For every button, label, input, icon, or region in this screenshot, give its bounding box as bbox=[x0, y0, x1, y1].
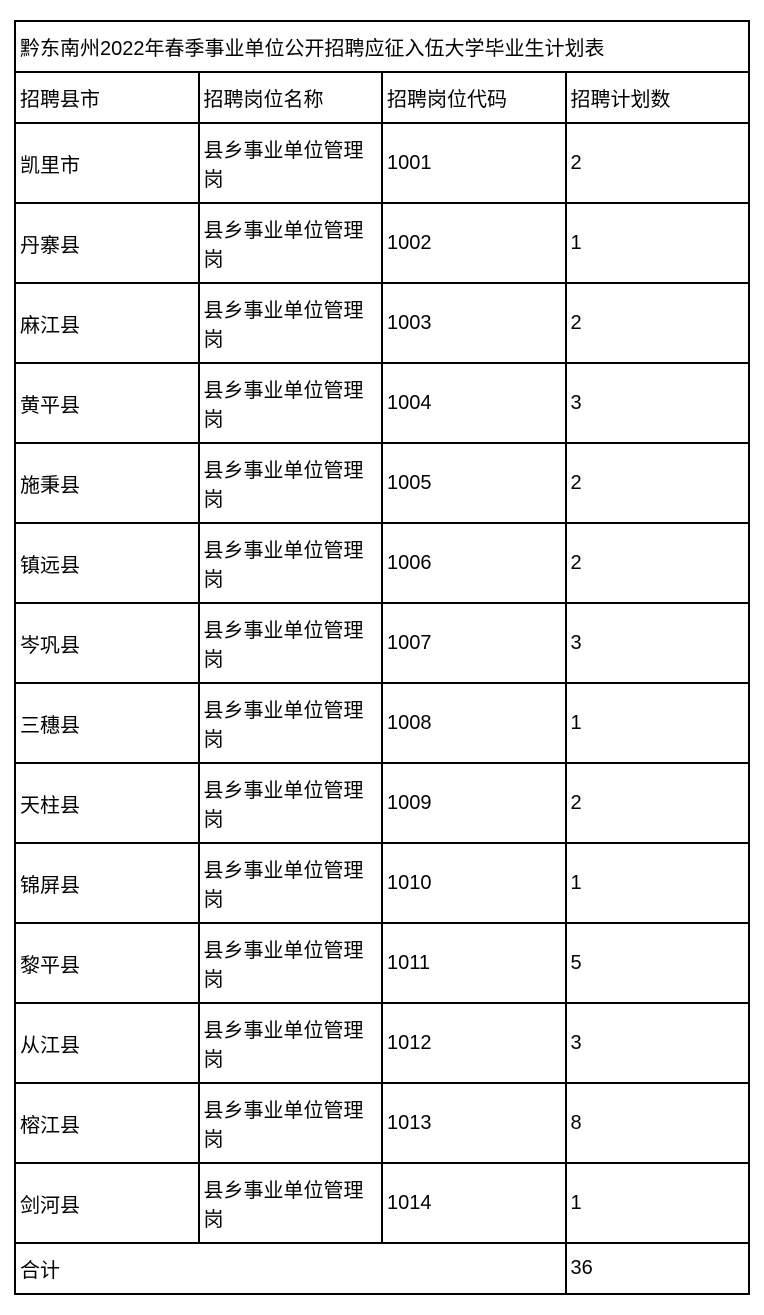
cell-code: 1002 bbox=[382, 203, 566, 283]
cell-count: 1 bbox=[566, 843, 750, 923]
table-total-row: 合计 36 bbox=[15, 1243, 749, 1294]
table-row: 锦屏县 县乡事业单位管理岗 1010 1 bbox=[15, 843, 749, 923]
cell-position: 县乡事业单位管理岗 bbox=[199, 443, 383, 523]
cell-position: 县乡事业单位管理岗 bbox=[199, 763, 383, 843]
cell-position: 县乡事业单位管理岗 bbox=[199, 203, 383, 283]
cell-county: 榕江县 bbox=[15, 1083, 199, 1163]
recruitment-table: 黔东南州2022年春季事业单位公开招聘应征入伍大学毕业生计划表 招聘县市 招聘岗… bbox=[14, 20, 750, 1295]
cell-code: 1012 bbox=[382, 1003, 566, 1083]
cell-position: 县乡事业单位管理岗 bbox=[199, 523, 383, 603]
cell-code: 1011 bbox=[382, 923, 566, 1003]
total-value: 36 bbox=[566, 1243, 750, 1294]
table-row: 从江县 县乡事业单位管理岗 1012 3 bbox=[15, 1003, 749, 1083]
header-position: 招聘岗位名称 bbox=[199, 72, 383, 123]
cell-county: 施秉县 bbox=[15, 443, 199, 523]
cell-count: 3 bbox=[566, 1003, 750, 1083]
cell-county: 黄平县 bbox=[15, 363, 199, 443]
table-title: 黔东南州2022年春季事业单位公开招聘应征入伍大学毕业生计划表 bbox=[15, 21, 749, 72]
cell-code: 1007 bbox=[382, 603, 566, 683]
cell-code: 1005 bbox=[382, 443, 566, 523]
cell-county: 岑巩县 bbox=[15, 603, 199, 683]
cell-count: 8 bbox=[566, 1083, 750, 1163]
cell-county: 三穗县 bbox=[15, 683, 199, 763]
cell-count: 5 bbox=[566, 923, 750, 1003]
cell-code: 1003 bbox=[382, 283, 566, 363]
header-code: 招聘岗位代码 bbox=[382, 72, 566, 123]
cell-position: 县乡事业单位管理岗 bbox=[199, 1083, 383, 1163]
table-row: 黄平县 县乡事业单位管理岗 1004 3 bbox=[15, 363, 749, 443]
cell-count: 1 bbox=[566, 1163, 750, 1243]
header-county: 招聘县市 bbox=[15, 72, 199, 123]
cell-count: 2 bbox=[566, 763, 750, 843]
cell-county: 凯里市 bbox=[15, 123, 199, 203]
cell-count: 3 bbox=[566, 603, 750, 683]
cell-count: 3 bbox=[566, 363, 750, 443]
cell-position: 县乡事业单位管理岗 bbox=[199, 923, 383, 1003]
cell-code: 1014 bbox=[382, 1163, 566, 1243]
cell-position: 县乡事业单位管理岗 bbox=[199, 363, 383, 443]
cell-count: 1 bbox=[566, 203, 750, 283]
table-row: 榕江县 县乡事业单位管理岗 1013 8 bbox=[15, 1083, 749, 1163]
table-header-row: 招聘县市 招聘岗位名称 招聘岗位代码 招聘计划数 bbox=[15, 72, 749, 123]
table-row: 剑河县 县乡事业单位管理岗 1014 1 bbox=[15, 1163, 749, 1243]
cell-count: 2 bbox=[566, 283, 750, 363]
table-row: 丹寨县 县乡事业单位管理岗 1002 1 bbox=[15, 203, 749, 283]
cell-county: 天柱县 bbox=[15, 763, 199, 843]
cell-code: 1010 bbox=[382, 843, 566, 923]
cell-county: 镇远县 bbox=[15, 523, 199, 603]
cell-code: 1008 bbox=[382, 683, 566, 763]
cell-position: 县乡事业单位管理岗 bbox=[199, 1003, 383, 1083]
cell-position: 县乡事业单位管理岗 bbox=[199, 843, 383, 923]
cell-county: 丹寨县 bbox=[15, 203, 199, 283]
cell-code: 1009 bbox=[382, 763, 566, 843]
cell-county: 从江县 bbox=[15, 1003, 199, 1083]
cell-count: 2 bbox=[566, 523, 750, 603]
table-row: 岑巩县 县乡事业单位管理岗 1007 3 bbox=[15, 603, 749, 683]
table-row: 三穗县 县乡事业单位管理岗 1008 1 bbox=[15, 683, 749, 763]
cell-count: 2 bbox=[566, 443, 750, 523]
cell-count: 1 bbox=[566, 683, 750, 763]
table-row: 施秉县 县乡事业单位管理岗 1005 2 bbox=[15, 443, 749, 523]
table-row: 凯里市 县乡事业单位管理岗 1001 2 bbox=[15, 123, 749, 203]
cell-position: 县乡事业单位管理岗 bbox=[199, 683, 383, 763]
table-row: 镇远县 县乡事业单位管理岗 1006 2 bbox=[15, 523, 749, 603]
table-row: 天柱县 县乡事业单位管理岗 1009 2 bbox=[15, 763, 749, 843]
cell-county: 剑河县 bbox=[15, 1163, 199, 1243]
cell-position: 县乡事业单位管理岗 bbox=[199, 123, 383, 203]
cell-code: 1004 bbox=[382, 363, 566, 443]
header-count: 招聘计划数 bbox=[566, 72, 750, 123]
cell-position: 县乡事业单位管理岗 bbox=[199, 603, 383, 683]
total-label: 合计 bbox=[15, 1243, 566, 1294]
cell-code: 1013 bbox=[382, 1083, 566, 1163]
cell-county: 黎平县 bbox=[15, 923, 199, 1003]
cell-county: 锦屏县 bbox=[15, 843, 199, 923]
cell-position: 县乡事业单位管理岗 bbox=[199, 283, 383, 363]
table-row: 麻江县 县乡事业单位管理岗 1003 2 bbox=[15, 283, 749, 363]
table-title-row: 黔东南州2022年春季事业单位公开招聘应征入伍大学毕业生计划表 bbox=[15, 21, 749, 72]
cell-count: 2 bbox=[566, 123, 750, 203]
cell-code: 1001 bbox=[382, 123, 566, 203]
cell-county: 麻江县 bbox=[15, 283, 199, 363]
recruitment-table-container: 黔东南州2022年春季事业单位公开招聘应征入伍大学毕业生计划表 招聘县市 招聘岗… bbox=[14, 20, 750, 1295]
cell-code: 1006 bbox=[382, 523, 566, 603]
cell-position: 县乡事业单位管理岗 bbox=[199, 1163, 383, 1243]
table-row: 黎平县 县乡事业单位管理岗 1011 5 bbox=[15, 923, 749, 1003]
